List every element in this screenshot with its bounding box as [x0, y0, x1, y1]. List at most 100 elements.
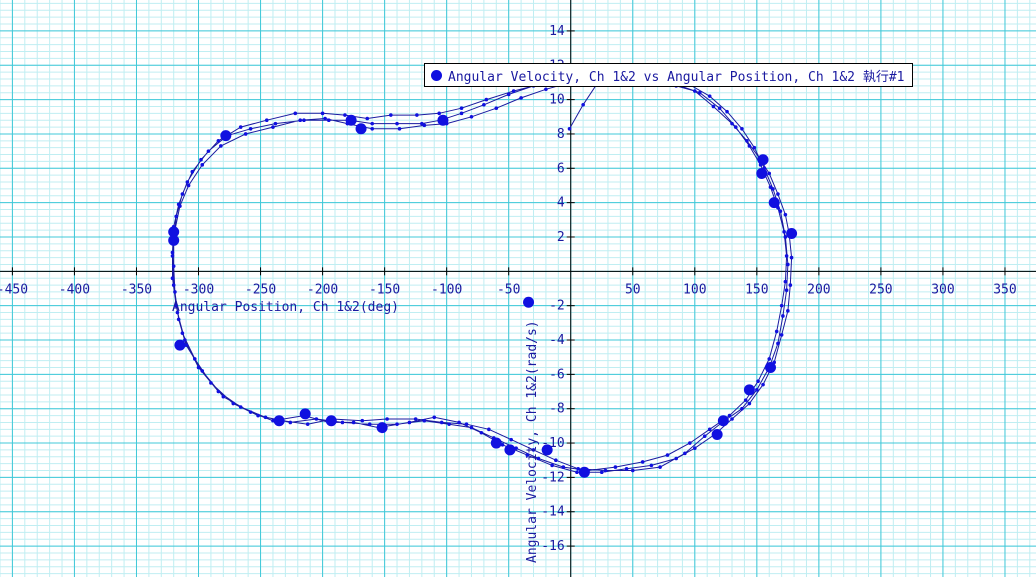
data-point [576, 467, 580, 471]
data-marker [299, 408, 311, 420]
data-point [740, 406, 744, 411]
data-point [238, 125, 243, 129]
data-point [263, 415, 268, 420]
y-tick-label: 10 [549, 93, 565, 108]
data-point [774, 329, 779, 334]
data-point [171, 264, 176, 268]
x-tick-label: 350 [993, 282, 1016, 297]
data-point [784, 288, 789, 293]
data-point [786, 309, 790, 313]
data-point [733, 125, 738, 129]
data-point [575, 470, 579, 475]
data-point [702, 434, 707, 438]
data-point [248, 126, 253, 131]
data-point [173, 290, 177, 294]
data-point [781, 314, 785, 318]
data-point [174, 214, 178, 219]
data-marker [541, 444, 553, 456]
data-marker [578, 466, 590, 478]
data-point [176, 317, 181, 322]
data-point [767, 171, 772, 176]
data-point [320, 111, 325, 116]
series-points [170, 75, 794, 475]
data-point [740, 126, 744, 131]
data-point [199, 157, 203, 162]
data-marker [355, 123, 367, 135]
legend-marker-icon [431, 69, 442, 81]
x-tick-label: 250 [869, 282, 892, 297]
data-point [776, 341, 780, 346]
data-point [196, 365, 201, 370]
data-point [469, 114, 474, 119]
x-tick-label: -150 [369, 282, 400, 297]
data-point [778, 209, 783, 214]
data-point [725, 109, 729, 114]
x-tick-label: 50 [625, 282, 641, 297]
legend-label: Angular Velocity, Ch 1&2 vs Angular Posi… [448, 69, 905, 85]
data-point [447, 422, 451, 426]
y-axis-title: Angular Velocity, Ch 1&2(rad/s) [525, 320, 540, 563]
data-point [238, 405, 243, 409]
legend: Angular Velocity, Ch 1&2 vs Angular Posi… [424, 63, 914, 87]
data-marker [345, 114, 357, 126]
data-point [221, 394, 226, 399]
data-point [271, 125, 275, 129]
data-point [389, 113, 393, 117]
data-point [509, 437, 513, 442]
data-point [273, 121, 278, 126]
tick-labels: -450 -400 -350 -300 -250 -200 -150 -100 -50 50 100… [0, 24, 1017, 554]
x-tick-label: -400 [59, 282, 90, 297]
y-tick-label: -16 [541, 539, 564, 554]
data-point [302, 118, 306, 123]
data-point [730, 417, 734, 421]
data-marker [523, 296, 535, 308]
data-point [779, 303, 784, 308]
x-tick-label: -250 [245, 282, 276, 297]
data-point [630, 468, 635, 473]
data-point [185, 180, 190, 184]
data-point [209, 381, 213, 385]
data-point [170, 254, 175, 258]
data-point [180, 331, 185, 335]
y-tick-label: -12 [541, 470, 564, 485]
data-point [422, 123, 427, 128]
data-point [298, 118, 303, 123]
data-point [305, 422, 310, 426]
y-tick-label: -8 [549, 402, 565, 417]
data-point [365, 116, 370, 121]
data-point [581, 102, 585, 107]
data-point [219, 144, 223, 148]
data-point [707, 427, 712, 432]
data-point [243, 132, 248, 136]
data-point [180, 192, 185, 196]
data-point [730, 121, 734, 126]
data-point [674, 456, 678, 461]
data-point [314, 417, 319, 421]
data-point [693, 446, 697, 451]
series-line [171, 76, 793, 473]
data-point [603, 468, 608, 473]
data-marker [168, 234, 180, 246]
data-point [175, 310, 180, 315]
data-point [536, 456, 541, 461]
data-marker [220, 130, 232, 142]
data-marker [174, 339, 186, 351]
data-point [326, 118, 331, 123]
data-point [459, 106, 464, 110]
data-point [422, 418, 427, 423]
x-tick-label: -300 [183, 282, 214, 297]
data-point [170, 250, 175, 255]
data-point [550, 463, 554, 468]
data-marker [743, 384, 755, 396]
data-marker [764, 361, 776, 373]
data-point [761, 382, 765, 387]
data-marker [168, 226, 180, 238]
data-point [459, 111, 464, 116]
data-marker [490, 437, 502, 449]
data-point [464, 422, 469, 426]
data-point [665, 453, 670, 457]
x-tick-label: 100 [683, 282, 706, 297]
data-point [397, 126, 402, 131]
data-point [789, 255, 794, 260]
series-markers [168, 114, 798, 478]
